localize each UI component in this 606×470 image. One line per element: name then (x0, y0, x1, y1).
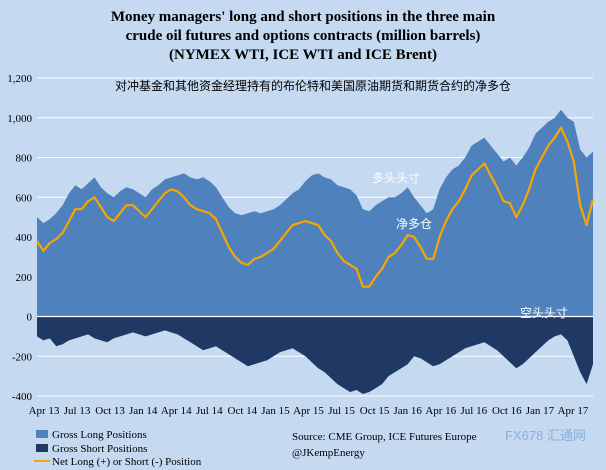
y-tick-label: -200 (12, 351, 33, 363)
x-tick-label: Oct 16 (492, 405, 522, 417)
series-area-gross-short (37, 316, 593, 394)
x-tick-label: Apr 17 (558, 405, 589, 417)
y-tick-label: 1,200 (7, 73, 32, 85)
legend-swatch-long (36, 430, 48, 438)
x-tick-label: Jul 14 (196, 405, 223, 417)
x-tick-label: Jan 14 (129, 405, 158, 417)
chart-title-line-2: crude oil futures and options contracts … (126, 28, 481, 44)
legend: Gross Long Positions Gross Short Positio… (34, 429, 202, 468)
y-axis-ticks: 1,200 1,000 800 600 400 200 0 -200 -400 (7, 73, 32, 403)
source-line-1: Source: CME Group, ICE Futures Europe (292, 431, 477, 443)
source-line-2: @JKempEnergy (292, 447, 365, 459)
chart-subtitle: 对冲基金和其他资金经理持有的布伦特和美国原油期货和期货合约的净多仓 (115, 78, 511, 93)
chart-title-line-1: Money managers' long and short positions… (111, 9, 496, 25)
y-tick-label: -400 (12, 391, 33, 403)
x-tick-label: Jul 15 (328, 405, 355, 417)
watermark: FX678 汇通网 (505, 428, 586, 443)
series-area-gross-long (37, 109, 593, 317)
legend-label-net: Net Long (+) or Short (-) Position (52, 456, 202, 468)
x-tick-label: Jul 13 (64, 405, 91, 417)
x-tick-label: Apr 16 (425, 405, 456, 417)
x-tick-label: Oct 14 (228, 405, 258, 417)
annotation-net: 净多仓 (396, 217, 432, 231)
y-tick-label: 400 (16, 232, 33, 244)
chart-title-line-3: (NYMEX WTI, ICE WTI and ICE Brent) (169, 47, 437, 63)
x-tick-label: Oct 15 (360, 405, 390, 417)
y-tick-label: 0 (27, 312, 33, 324)
x-tick-label: Jan 16 (393, 405, 422, 417)
series-line-net-position (36, 126, 595, 288)
annotation-long: 多头头寸 (372, 171, 420, 185)
x-tick-label: Jul 16 (461, 405, 488, 417)
y-tick-label: 800 (16, 153, 33, 165)
annotation-short: 空头头寸 (520, 306, 568, 320)
y-tick-label: 1,000 (7, 113, 32, 125)
y-tick-label: 600 (16, 192, 33, 204)
x-tick-label: Apr 13 (29, 405, 60, 417)
legend-label-short: Gross Short Positions (52, 443, 147, 455)
series-areas (37, 109, 593, 394)
x-axis-ticks: Apr 13 Jul 13 Oct 13 Jan 14 Apr 14 Jul 14 Oct … (29, 405, 589, 417)
x-tick-label: Oct 13 (95, 405, 125, 417)
x-tick-label: Jan 15 (261, 405, 290, 417)
legend-label-long: Gross Long Positions (52, 429, 147, 441)
net-position-line-group (36, 126, 595, 288)
x-tick-label: Apr 14 (161, 405, 192, 417)
x-tick-label: Apr 15 (293, 405, 324, 417)
y-tick-label: 200 (16, 272, 33, 284)
legend-swatch-short (36, 444, 48, 452)
x-tick-label: Jan 17 (526, 405, 555, 417)
